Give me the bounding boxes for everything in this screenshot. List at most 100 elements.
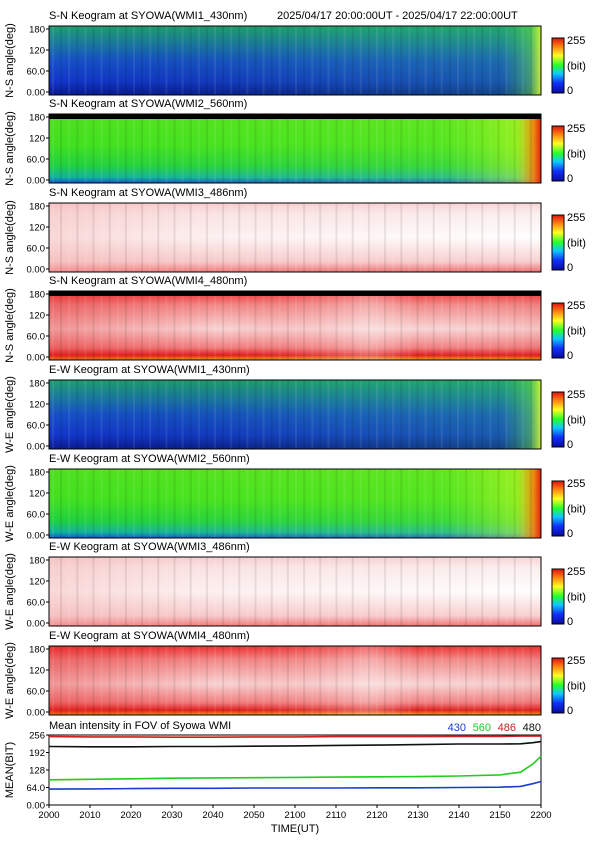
panel-title: S-N Keogram at SYOWA(WMI3_486nm) bbox=[49, 187, 247, 199]
keogram-panel: S-N Keogram at SYOWA(WMI3_486nm) 180 120 60… bbox=[4, 187, 586, 276]
y-axis-label: W-E angle(deg) bbox=[4, 465, 16, 542]
y-tick-label: 120 bbox=[29, 223, 45, 234]
panel-title: S-N Keogram at SYOWA(WMI4_480nm) bbox=[49, 275, 247, 287]
colorbar bbox=[551, 302, 565, 359]
y-tick-label: 60.0 bbox=[27, 598, 46, 609]
colorbar-max-label: 255 bbox=[567, 35, 585, 47]
keogram-panel: E-W Keogram at SYOWA(WMI2_560nm) 180 120 60… bbox=[4, 453, 586, 542]
keogram-shading bbox=[49, 646, 541, 715]
colorbar-max-label: 255 bbox=[567, 123, 585, 135]
colorbar-max-label: 255 bbox=[567, 389, 585, 401]
panel-frame bbox=[48, 379, 542, 450]
nodata-band bbox=[49, 291, 541, 296]
x-axis-label: TIME(UT) bbox=[271, 823, 319, 835]
colorbar-min-label: 0 bbox=[567, 85, 573, 97]
x-tick-label: 2030 bbox=[161, 810, 182, 821]
colorbar bbox=[551, 125, 565, 182]
colorbar-min-label: 0 bbox=[567, 439, 573, 451]
y-tick-label: 128 bbox=[29, 766, 45, 777]
keogram-texture bbox=[52, 291, 532, 360]
series-line bbox=[48, 735, 541, 739]
colorbar-min-label: 0 bbox=[567, 173, 573, 185]
colorbar-min-label: 0 bbox=[567, 705, 573, 717]
colorbar bbox=[551, 37, 565, 94]
y-tick-label: 256 bbox=[29, 731, 45, 742]
y-tick-label: 0.00 bbox=[27, 619, 46, 630]
time-range: 2025/04/17 20:00:00UT - 2025/04/17 22:00… bbox=[277, 10, 518, 22]
panel-frame bbox=[48, 290, 542, 361]
keogram-texture bbox=[52, 26, 532, 95]
colorbar-min-label: 0 bbox=[567, 528, 573, 540]
keogram-panel: S-N Keogram at SYOWA(WMI4_480nm) 180 120 60… bbox=[4, 275, 586, 364]
x-tick-label: 2040 bbox=[202, 810, 223, 821]
y-tick-label: 120 bbox=[29, 489, 45, 500]
colorbar-min-label: 0 bbox=[567, 350, 573, 362]
y-tick-label: 120 bbox=[29, 666, 45, 677]
keogram-panel: S-N Keogram at SYOWA(WMI1_430nm) 180 120 60… bbox=[4, 10, 586, 99]
keogram-panel: E-W Keogram at SYOWA(WMI4_480nm) 180 120 60… bbox=[4, 630, 586, 719]
panel-title: E-W Keogram at SYOWA(WMI3_486nm) bbox=[49, 541, 250, 553]
keogram-shading bbox=[49, 26, 541, 95]
colorbar-unit-label: (bit) bbox=[567, 149, 586, 161]
colorbar-unit-label: (bit) bbox=[567, 326, 586, 338]
keogram-shading bbox=[49, 469, 541, 538]
keogram-panel: E-W Keogram at SYOWA(WMI3_486nm) 180 120 60… bbox=[4, 541, 586, 630]
y-axis-label: MEAN(BIT) bbox=[4, 742, 16, 798]
y-tick-label: 0.00 bbox=[27, 353, 46, 364]
keogram-texture bbox=[52, 557, 532, 626]
colorbar-max-label: 255 bbox=[567, 212, 585, 224]
keogram-texture bbox=[52, 380, 532, 449]
x-tick-label: 2110 bbox=[326, 810, 346, 821]
nodata-band bbox=[49, 114, 541, 119]
x-tick-label: 2120 bbox=[366, 810, 387, 821]
x-tick-label: 2100 bbox=[284, 810, 305, 821]
legend-entry: 560 bbox=[473, 722, 491, 734]
y-tick-label: 180 bbox=[29, 113, 45, 124]
panel-frame bbox=[48, 113, 542, 184]
keogram-texture bbox=[52, 646, 532, 715]
y-axis-label: W-E angle(deg) bbox=[4, 376, 16, 453]
y-tick-label: 0.00 bbox=[27, 531, 46, 542]
y-tick-label: 60.0 bbox=[27, 155, 46, 166]
colorbar-unit-label: (bit) bbox=[567, 592, 586, 604]
keogram-shading bbox=[49, 557, 541, 626]
y-tick-label: 120 bbox=[29, 400, 45, 411]
colorbar bbox=[551, 657, 565, 714]
y-tick-label: 120 bbox=[29, 577, 45, 588]
y-tick-label: 60.0 bbox=[27, 421, 46, 432]
y-tick-label: 0.00 bbox=[27, 708, 46, 719]
panel-title: S-N Keogram at SYOWA(WMI2_560nm) bbox=[49, 98, 247, 110]
y-tick-label: 180 bbox=[29, 25, 45, 36]
panel-title: Mean intensity in FOV of Syowa WMI bbox=[49, 720, 231, 732]
colorbar-min-label: 0 bbox=[567, 616, 573, 628]
y-axis-label: N-S angle(deg) bbox=[4, 288, 16, 363]
keogram-shading bbox=[49, 291, 541, 360]
x-tick-label: 2010 bbox=[79, 810, 100, 821]
y-tick-label: 60.0 bbox=[27, 510, 46, 521]
y-tick-label: 180 bbox=[29, 468, 45, 479]
x-tick-label: 2130 bbox=[407, 810, 428, 821]
legend-entry: 486 bbox=[498, 722, 516, 734]
legend-entry: 480 bbox=[523, 722, 541, 734]
y-tick-label: 192 bbox=[29, 748, 45, 759]
series-line bbox=[48, 740, 542, 748]
y-tick-label: 180 bbox=[29, 556, 45, 567]
keogram-shading bbox=[49, 114, 541, 183]
y-axis-label: N-S angle(deg) bbox=[4, 23, 16, 98]
y-tick-label: 60.0 bbox=[27, 67, 46, 78]
x-tick-label: 2050 bbox=[243, 810, 264, 821]
colorbar-unit-label: (bit) bbox=[567, 504, 586, 516]
y-tick-label: 120 bbox=[29, 134, 45, 145]
y-axis-label: W-E angle(deg) bbox=[4, 553, 16, 630]
keogram-panels: S-N Keogram at SYOWA(WMI1_430nm) 180 120 60… bbox=[4, 10, 586, 719]
legend: 480 486 560 430 bbox=[448, 722, 541, 734]
panel-frame bbox=[48, 468, 542, 539]
colorbar-unit-label: (bit) bbox=[567, 61, 586, 73]
colorbar-max-label: 255 bbox=[567, 655, 585, 667]
keogram-texture bbox=[52, 203, 532, 272]
x-tick-label: 2150 bbox=[489, 810, 510, 821]
x-tick-label: 2200 bbox=[530, 810, 551, 821]
y-tick-label: 120 bbox=[29, 311, 45, 322]
colorbar bbox=[551, 568, 565, 625]
